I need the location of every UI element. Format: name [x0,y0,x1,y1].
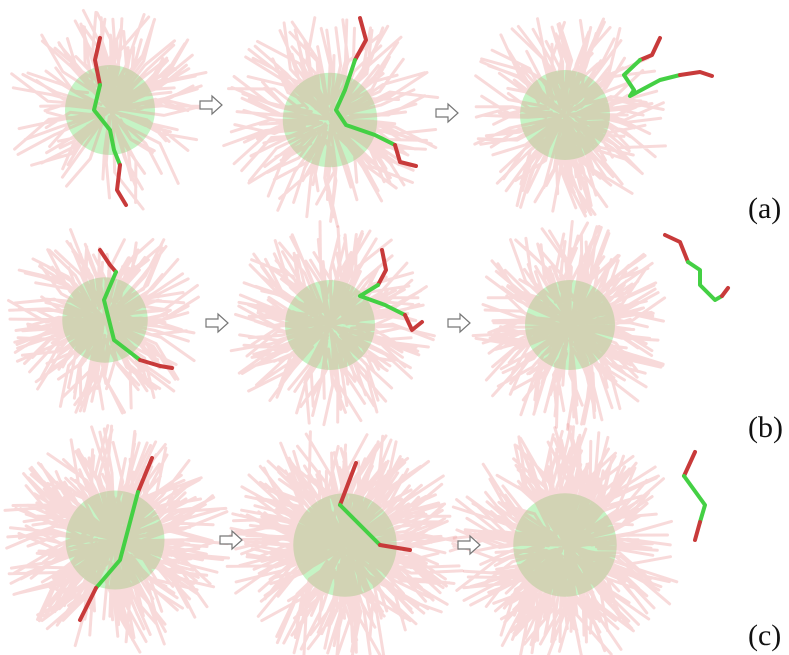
chain-core [688,262,722,300]
micelle-tails [231,222,434,425]
chain-end [680,72,712,76]
micelle-tails [473,222,664,430]
chain-core [624,60,680,96]
micelle-tails [5,426,229,652]
chain-end [684,452,695,476]
arrow [436,104,458,122]
arrow [206,314,228,332]
panel-label: (c) [748,619,781,652]
chain-end [640,38,660,60]
micelle-tails [224,18,438,227]
arrow [200,96,222,114]
micelles [5,11,677,655]
chain-core [684,476,705,522]
chain-end [695,522,700,540]
chain-end [665,235,688,262]
micelle-tails [227,432,462,655]
micelle-tails [12,11,206,210]
chain-end [722,288,728,296]
micelle-tails [450,425,677,655]
panel-label: (a) [748,192,781,225]
figure: (a) (b) (c) [0,0,789,655]
chain-end [405,315,422,330]
panel-label: (b) [748,411,783,444]
arrow [448,314,470,332]
micelle-tails [475,19,666,216]
